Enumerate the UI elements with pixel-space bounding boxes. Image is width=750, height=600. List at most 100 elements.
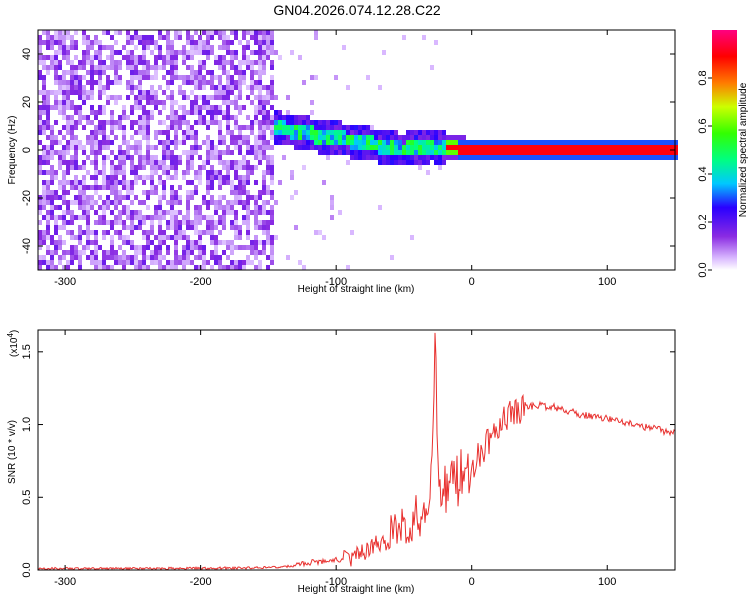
heatmap-cell: [150, 170, 154, 175]
heatmap-cell: [226, 130, 230, 135]
heatmap-cell: [94, 180, 98, 185]
heatmap-cell: [86, 35, 90, 40]
x-tick-label: 100: [598, 576, 616, 588]
heatmap-cell: [222, 55, 226, 60]
heatmap-cell: [254, 120, 258, 125]
heatmap-cell: [102, 105, 106, 110]
heatmap-cell: [166, 80, 170, 85]
heatmap-cell: [58, 80, 62, 85]
heatmap-cell: [146, 195, 150, 200]
heatmap-cell: [214, 90, 218, 95]
heatmap-cell: [358, 150, 362, 155]
heatmap-cell: [294, 125, 298, 130]
heatmap-cell: [58, 235, 62, 240]
heatmap-cell: [154, 135, 158, 140]
heatmap-cell: [254, 40, 258, 45]
heatmap-cell: [266, 265, 270, 270]
heatmap-cell: [38, 75, 42, 80]
heatmap-cell: [190, 155, 194, 160]
heatmap-cell: [210, 165, 214, 170]
heatmap-cell: [142, 125, 146, 130]
heatmap-cell: [50, 240, 54, 245]
heatmap-cell: [90, 90, 94, 95]
heatmap-cell: [54, 135, 58, 140]
heatmap-cell: [442, 150, 446, 155]
heatmap-cell: [122, 140, 126, 145]
heatmap-cell: [90, 65, 94, 70]
heatmap-cell: [302, 165, 306, 170]
heatmap-cell: [386, 135, 390, 140]
heatmap-cell: [138, 265, 142, 270]
heatmap-cell: [38, 235, 42, 240]
heatmap-cell: [90, 240, 94, 245]
heatmap-cell: [90, 105, 94, 110]
heatmap-cell: [422, 140, 426, 145]
heatmap-cell: [134, 170, 138, 175]
heatmap-cell: [66, 170, 70, 175]
heatmap-cell: [74, 155, 78, 160]
heatmap-cell: [438, 135, 442, 140]
heatmap-cell: [218, 75, 222, 80]
heatmap-cell: [306, 140, 310, 145]
heatmap-cell: [314, 135, 318, 140]
heatmap-cell: [374, 155, 378, 160]
heatmap-cell: [190, 225, 194, 230]
heatmap-cell: [302, 125, 306, 130]
heatmap-cell: [382, 155, 386, 160]
heatmap-cell: [330, 125, 334, 130]
heatmap-cell: [194, 230, 198, 235]
heatmap-cell: [142, 45, 146, 50]
heatmap-cell: [206, 225, 210, 230]
heatmap-cell: [142, 175, 146, 180]
heatmap-cell: [270, 220, 274, 225]
heatmap-cell: [194, 145, 198, 150]
heatmap-cell: [170, 40, 174, 45]
heatmap-cell: [150, 165, 154, 170]
heatmap-cell: [266, 110, 270, 115]
heatmap-cell: [66, 220, 70, 225]
heatmap-cell: [122, 125, 126, 130]
heatmap-cell: [210, 255, 214, 260]
heatmap-cell: [110, 65, 114, 70]
heatmap-cell: [226, 85, 230, 90]
heatmap-cell: [414, 140, 418, 145]
heatmap-cell: [246, 160, 250, 165]
heatmap-cell: [446, 140, 450, 145]
heatmap-cell: [110, 265, 114, 270]
heatmap-cell: [242, 30, 246, 35]
heatmap-cell: [670, 155, 674, 160]
heatmap-cell: [42, 55, 46, 60]
heatmap-cell: [50, 255, 54, 260]
heatmap-cell: [110, 240, 114, 245]
heatmap-cell: [126, 195, 130, 200]
heatmap-cell: [78, 95, 82, 100]
heatmap-cell: [214, 150, 218, 155]
heatmap-cell: [390, 160, 394, 165]
heatmap-cell: [130, 170, 134, 175]
heatmap-cell: [418, 130, 422, 135]
heatmap-cell: [222, 175, 226, 180]
heatmap-cell: [90, 185, 94, 190]
heatmap-cell: [194, 255, 198, 260]
heatmap-cell: [174, 125, 178, 130]
heatmap-cell: [270, 105, 274, 110]
heatmap-cell: [58, 100, 62, 105]
heatmap-cell: [170, 90, 174, 95]
heatmap-cell: [202, 30, 206, 35]
heatmap-cell: [178, 125, 182, 130]
heatmap-cell: [50, 195, 54, 200]
heatmap-cell: [382, 140, 386, 145]
heatmap-cell: [146, 240, 150, 245]
heatmap-cell: [182, 95, 186, 100]
heatmap-cell: [250, 170, 254, 175]
heatmap-cell: [234, 225, 238, 230]
heatmap-cell: [94, 150, 98, 155]
heatmap-cell: [246, 60, 250, 65]
heatmap-cell: [286, 115, 290, 120]
heatmap-cell: [38, 205, 42, 210]
heatmap-cell: [58, 260, 62, 265]
heatmap-cell: [238, 145, 242, 150]
heatmap-cell: [402, 135, 406, 140]
heatmap-cell: [266, 85, 270, 90]
heatmap-cell: [642, 150, 646, 155]
